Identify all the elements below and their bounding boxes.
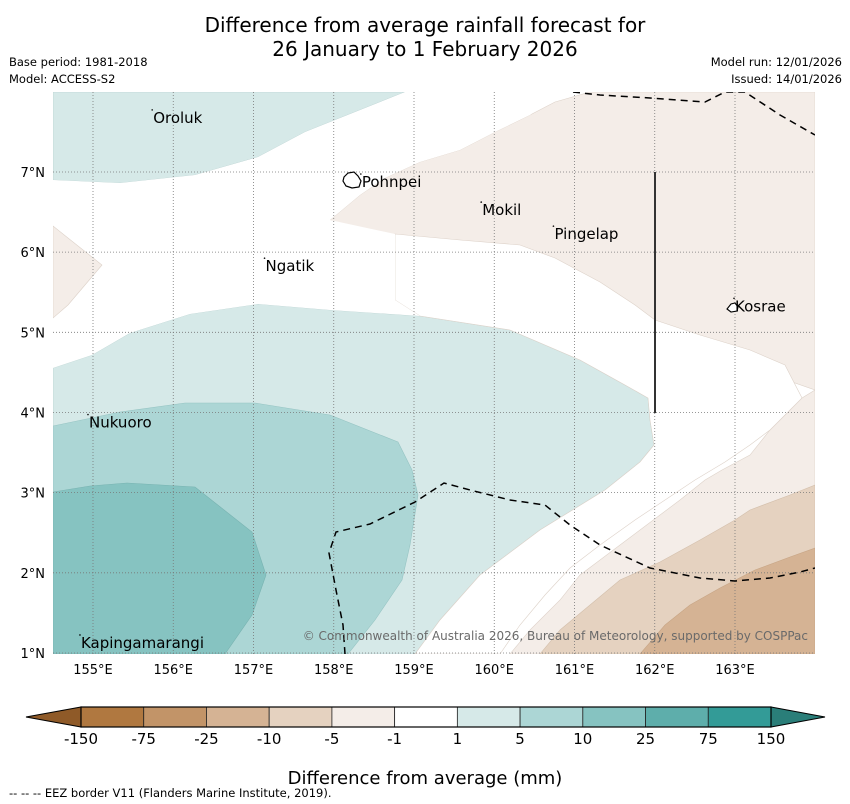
place-label-ngatik: Ngatik xyxy=(266,257,315,275)
colorbar-tick-label: 25 xyxy=(635,730,656,748)
place-label-pingelap: Pingelap xyxy=(554,225,618,243)
contour-minus10-to-minus25 xyxy=(639,547,815,654)
contour-white-gap-east xyxy=(394,233,803,654)
place-marker xyxy=(263,257,266,259)
x-tick-label: 157°E xyxy=(234,663,274,678)
meta-left: Base period: 1981-2018 Model: ACCESS-S2 xyxy=(9,54,148,88)
footnote-eez: -- -- -- EEZ border V11 (Flanders Marine… xyxy=(9,786,332,800)
title-line-2: 26 January to 1 February 2026 xyxy=(272,37,578,61)
colorbar-segment xyxy=(331,706,396,728)
x-axis-ticks: 155°E 156°E 157°E 158°E 159°E 160°E 161°E 162°E… xyxy=(73,663,755,678)
place-marker xyxy=(79,634,81,636)
colorbar-tick-label: 5 xyxy=(515,730,525,748)
contour-minus1-to-minus5-west xyxy=(53,225,103,319)
colorbar xyxy=(25,706,826,728)
colorbar-segment xyxy=(80,706,145,728)
x-tick-label: 156°E xyxy=(153,663,193,678)
x-tick-label: 155°E xyxy=(73,663,113,678)
colorbar-outline xyxy=(80,706,772,728)
place-marker xyxy=(733,297,735,300)
place-label-pohnpei: Pohnpei xyxy=(362,173,422,191)
colorbar-segment xyxy=(519,706,584,728)
y-tick-label: 1°N xyxy=(21,647,46,662)
colorbar-extend-high xyxy=(770,706,826,728)
place-label-mokil: Mokil xyxy=(482,201,521,219)
map-area: Oroluk Pohnpei Mokil Pingelap Ngatik Kosrae Nu… xyxy=(53,92,815,654)
colorbar-segment xyxy=(206,706,270,728)
colorbar-extend-low xyxy=(25,706,82,728)
issued-date: Issued: 14/01/2026 xyxy=(731,72,842,86)
x-tick-label: 162°E xyxy=(635,663,675,678)
place-label-oroluk: Oroluk xyxy=(153,109,202,127)
eez-border-north xyxy=(572,92,815,136)
y-tick-label: 5°N xyxy=(21,326,46,341)
colorbar-tick-label: 1 xyxy=(452,730,463,748)
colorbar-tick-label: -150 xyxy=(63,730,99,748)
place-label-nukuoro: Nukuoro xyxy=(89,414,152,432)
colorbar-label: Difference from average (mm) xyxy=(287,768,563,789)
colorbar-segment xyxy=(143,706,207,728)
colorbar-tick-label: -10 xyxy=(256,730,282,748)
place-marker xyxy=(552,225,555,227)
contour-white-mid xyxy=(53,92,560,368)
colorbar-tick-label: -1 xyxy=(387,730,403,748)
colorbar-segment xyxy=(645,706,709,728)
colorbar-segment xyxy=(582,706,646,728)
place-marker xyxy=(360,173,362,175)
colorbar-tick-label: -5 xyxy=(324,730,340,748)
kosrae-island-outline xyxy=(726,302,739,313)
gridlines xyxy=(53,92,815,654)
y-tick-label: 6°N xyxy=(21,246,46,261)
meta-right: Model run: 12/01/2026 Issued: 14/01/2026 xyxy=(711,54,842,88)
x-tick-label: 158°E xyxy=(314,663,354,678)
contour-10-to-25 xyxy=(53,482,267,654)
colorbar-segment xyxy=(707,706,772,728)
title-line-1: Difference from average rainfall forecas… xyxy=(204,13,646,37)
place-label-kapingamarangi: Kapingamarangi xyxy=(81,634,204,652)
place-label-kosrae: Kosrae xyxy=(735,297,786,315)
base-period: Base period: 1981-2018 xyxy=(9,55,148,69)
x-tick-label: 161°E xyxy=(555,663,595,678)
y-axis-ticks: 1°N 2°N 3°N 4°N 5°N 6°N 7°N xyxy=(21,166,46,662)
y-tick-label: 2°N xyxy=(21,567,46,582)
x-tick-label: 160°E xyxy=(474,663,514,678)
place-marker xyxy=(151,109,153,111)
model-run: Model run: 12/01/2026 xyxy=(710,55,842,69)
model-name: Model: ACCESS-S2 xyxy=(9,72,116,86)
colorbar-tick-label: 75 xyxy=(698,730,718,748)
eez-border-south xyxy=(328,482,815,654)
colorbar-tick-label: 10 xyxy=(573,730,593,748)
x-tick-label: 159°E xyxy=(394,663,434,678)
place-marker xyxy=(480,201,483,203)
copyright-text: © Commonwealth of Australia 2026, Bureau… xyxy=(303,629,808,643)
y-tick-label: 3°N xyxy=(21,487,46,502)
colorbar-tick-label: -75 xyxy=(131,730,156,748)
colorbar-tick-label: 150 xyxy=(756,730,786,748)
pohnpei-island-outline xyxy=(342,171,362,189)
colorbar-tick-label: -25 xyxy=(194,730,219,748)
place-labels: Oroluk Pohnpei Mokil Pingelap Ngatik Kosrae Nu… xyxy=(79,109,786,652)
y-tick-label: 7°N xyxy=(21,166,46,181)
place-marker xyxy=(87,413,89,416)
colorbar-segment xyxy=(456,706,521,728)
x-tick-label: 163°E xyxy=(715,663,755,678)
colorbar-segment xyxy=(394,706,458,728)
colorbar-segment xyxy=(268,706,333,728)
y-tick-label: 4°N xyxy=(21,406,46,421)
chart-title: Difference from average rainfall forecas… xyxy=(0,13,850,61)
